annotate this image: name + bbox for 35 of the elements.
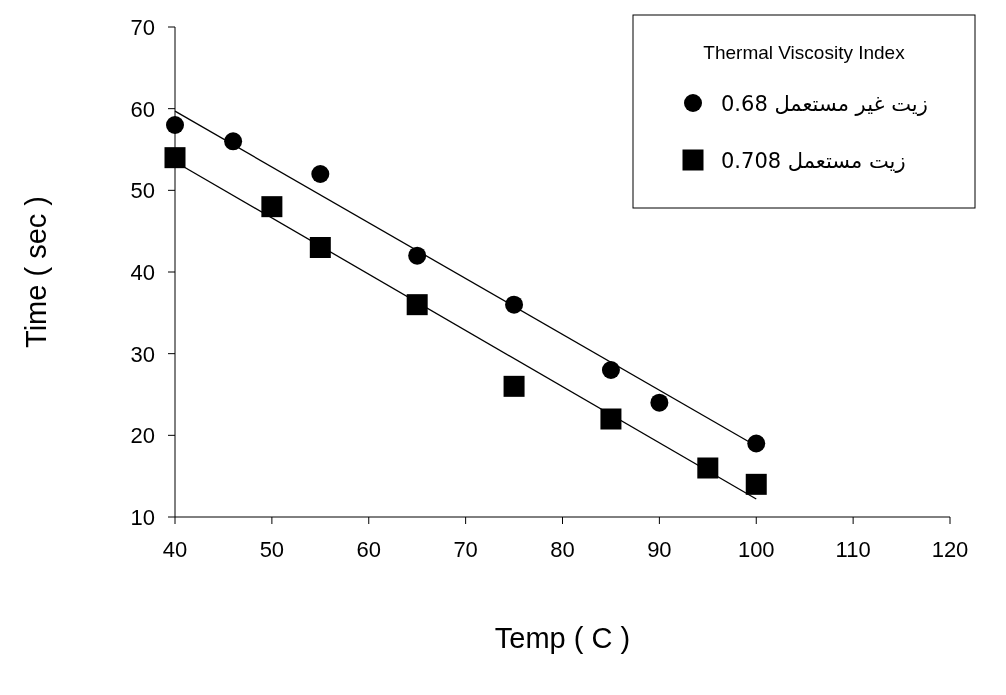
y-tick-label: 50	[130, 178, 155, 204]
legend-label: زيت غير مستعمل 0.68	[721, 92, 928, 116]
point	[408, 246, 427, 265]
point	[166, 116, 184, 134]
x-tick-label: 110	[835, 537, 871, 562]
x-tick-label: 50	[259, 537, 285, 562]
point	[406, 294, 428, 316]
x-tick-label: 120	[931, 537, 969, 562]
legend-title: Thermal Viscosity Index	[703, 42, 906, 63]
y-tick-label: 40	[130, 260, 155, 285]
x-tick-label: 100	[737, 537, 775, 562]
point	[601, 361, 620, 379]
y-tick-label: 10	[130, 505, 155, 530]
x-tick-label: 40	[162, 537, 188, 562]
y-tick-label: 30	[130, 341, 155, 367]
point	[261, 196, 283, 218]
point	[309, 237, 331, 258]
point	[164, 147, 186, 169]
x-tick-label: 80	[550, 537, 575, 562]
point	[503, 375, 525, 397]
x-tick-label: 90	[647, 537, 672, 562]
point	[747, 434, 766, 453]
x-axis-title: Temp ( C )	[494, 622, 631, 654]
point	[697, 457, 719, 479]
y-tick-label: 20	[130, 423, 155, 449]
x-tick-label: 60	[356, 537, 381, 562]
point	[650, 393, 669, 412]
point	[745, 473, 767, 495]
y-tick-label: 60	[130, 96, 155, 122]
y-axis-title: Time ( sec )	[20, 196, 52, 348]
point	[311, 165, 330, 183]
point	[600, 408, 622, 430]
x-tick-label: 70	[453, 537, 478, 562]
legend-label: زيت مستعمل 0.708	[721, 149, 906, 173]
y-tick-label: 70	[130, 15, 155, 40]
